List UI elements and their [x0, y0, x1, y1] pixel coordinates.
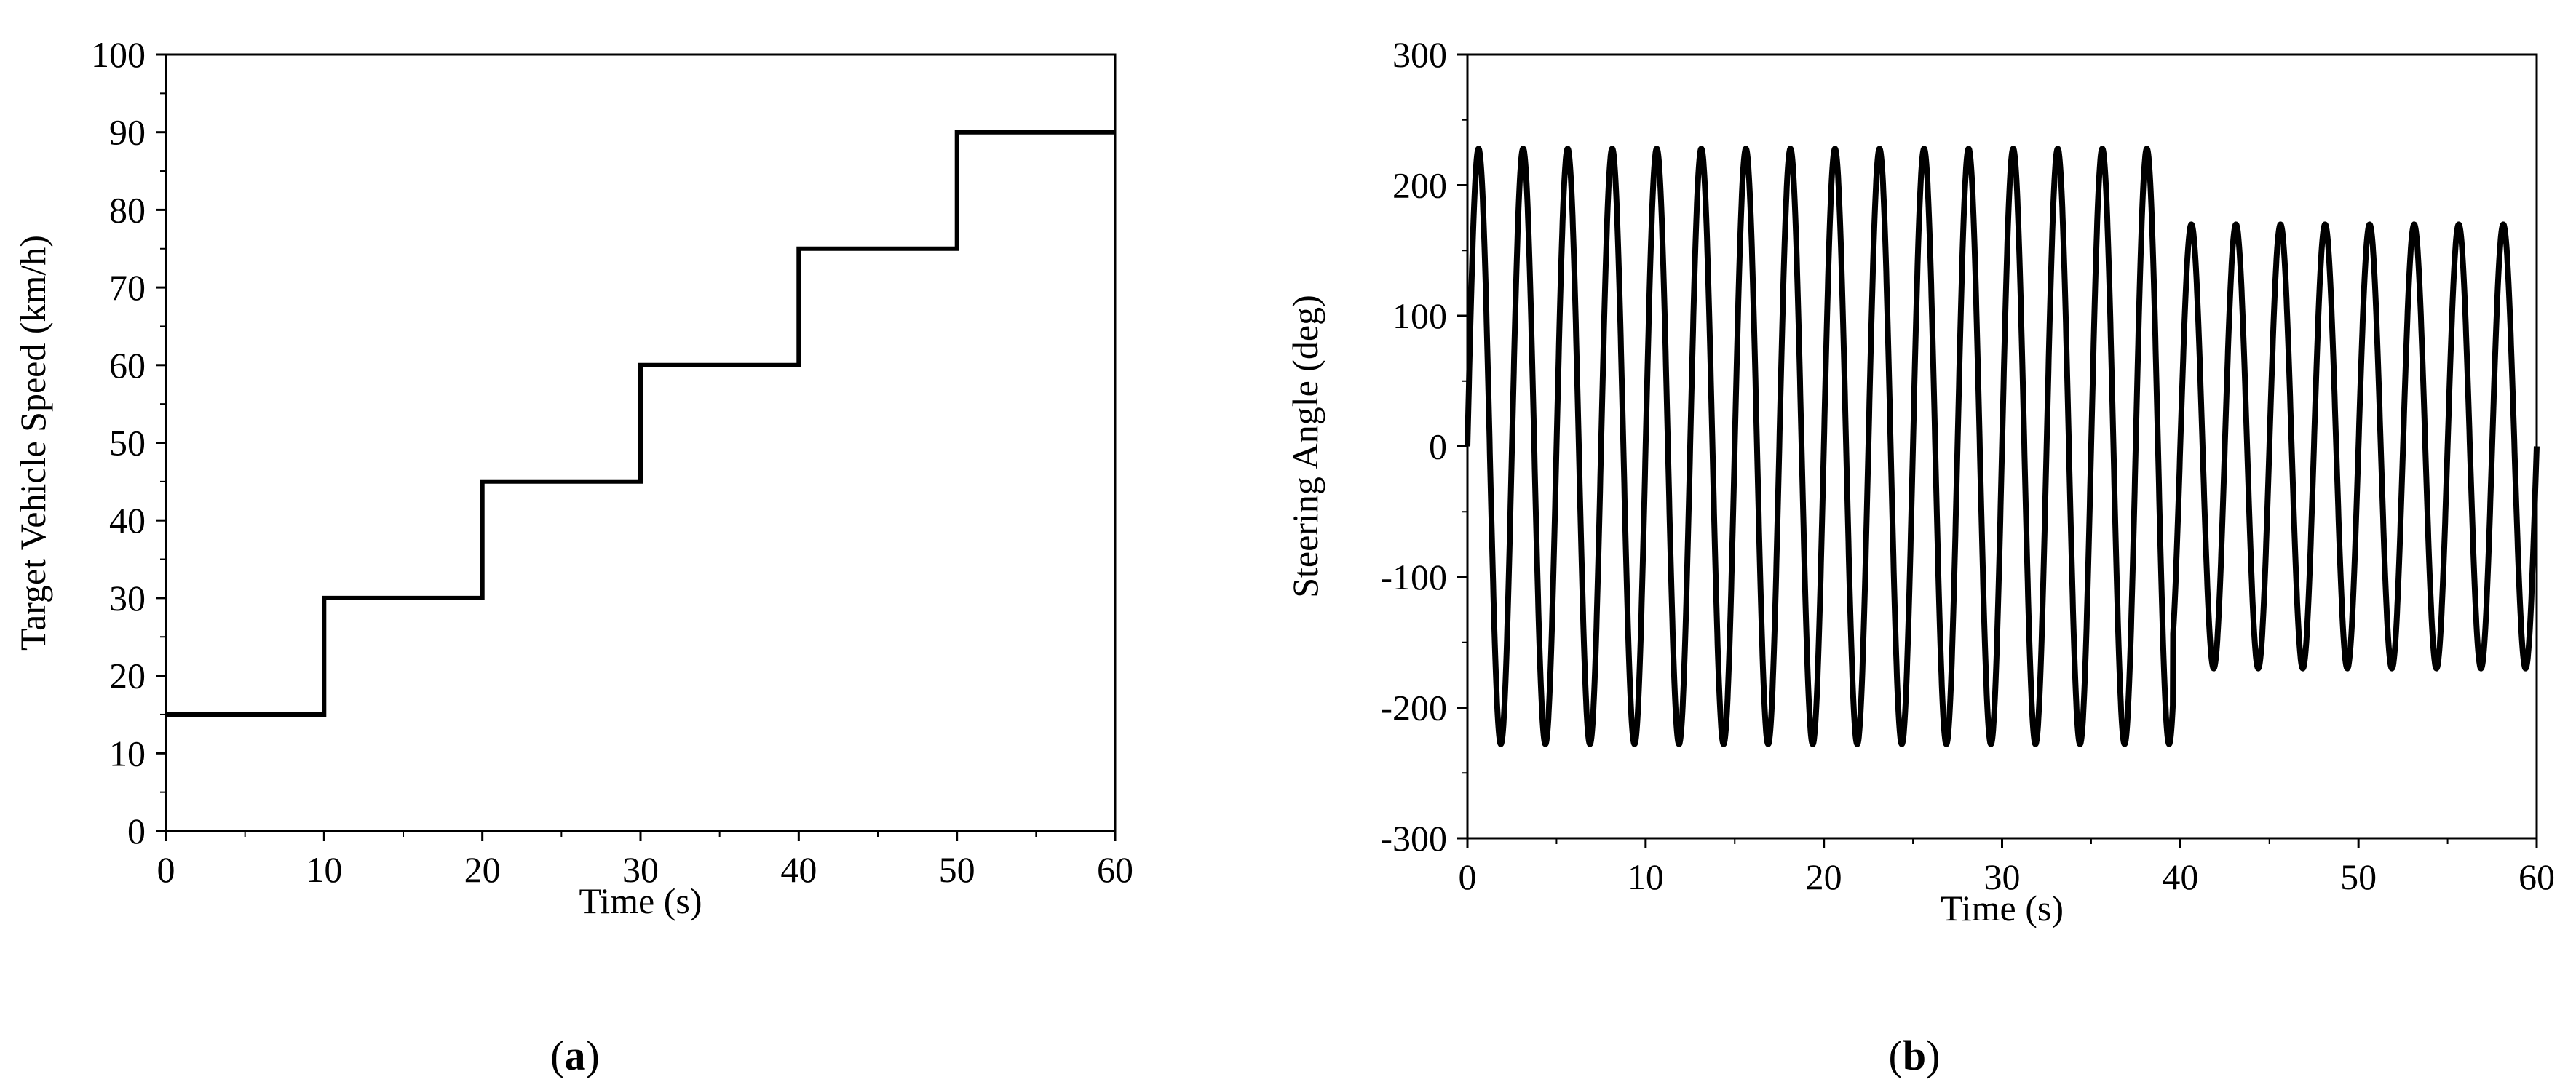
b-y-tick-label-300: 300: [1392, 34, 1447, 75]
b-y-tick-label-0: 0: [1429, 426, 1447, 467]
chart-a-y-axis-label: Target Vehicle Speed (km/h): [12, 235, 53, 651]
b-y-tick-label--100: -100: [1380, 557, 1447, 597]
panel-a-close-paren: ): [586, 1032, 600, 1079]
b-x-tick-label-60: 60: [2518, 856, 2555, 897]
b-x-tick-label-20: 20: [1806, 856, 1842, 897]
b-x-tick-label-0: 0: [1459, 856, 1477, 897]
a-y-tick-label-80: 80: [109, 189, 146, 230]
a-x-tick-label-0: 0: [157, 849, 175, 890]
chart-b-y-axis-label: Steering Angle (deg): [1285, 295, 1325, 598]
chart-a-x-axis-label: Time (s): [579, 880, 702, 921]
a-y-tick-label-100: 100: [91, 34, 146, 75]
panel-b-letter: b: [1903, 1032, 1926, 1079]
chart-b-series: [1465, 146, 2540, 747]
a-y-tick-label-90: 90: [109, 112, 146, 153]
a-y-tick-label-40: 40: [109, 500, 146, 541]
b-y-tick-label-100: 100: [1392, 295, 1447, 336]
panel-b-open-paren: (: [1889, 1032, 1903, 1079]
a-y-tick-label-10: 10: [109, 733, 146, 773]
a-x-tick-label-40: 40: [780, 849, 817, 890]
chart-a-panel-label: (a): [550, 1032, 600, 1079]
chart-b-axes-frame: [1466, 53, 2538, 840]
chart-a-series-line: [166, 130, 1115, 717]
a-x-tick-label-30: 30: [622, 849, 659, 890]
b-x-tick-label-40: 40: [2162, 856, 2198, 897]
panel-a-letter: a: [565, 1032, 586, 1079]
a-x-tick-label-50: 50: [939, 849, 975, 890]
b-x-tick-label-50: 50: [2340, 856, 2377, 897]
chart-panel-b: 0 10 20 30 40 50 60 -300 -200 -100 0 100 200 300 Time…: [1285, 34, 2555, 1079]
a-y-tick-label-60: 60: [109, 345, 146, 386]
chart-a-series: [166, 130, 1115, 717]
panel-b-close-paren: ): [1926, 1032, 1940, 1079]
chart-a-axes-frame: [165, 53, 1117, 832]
chart-b-x-axis-label: Time (s): [1941, 888, 2064, 928]
a-y-tick-label-20: 20: [109, 656, 146, 696]
chart-b-panel-label: (b): [1889, 1032, 1941, 1079]
a-y-tick-label-30: 30: [109, 578, 146, 618]
chart-b-series-line: [1465, 146, 2540, 747]
a-y-tick-label-0: 0: [127, 811, 146, 851]
chart-a-ticks: 0 10 20 30 40 50 60 0 10 20 30 40 50 60 70 80 90 100: [91, 34, 1133, 890]
panel-a-open-paren: (: [550, 1032, 564, 1079]
b-y-tick-label--300: -300: [1380, 818, 1447, 859]
a-x-tick-label-10: 10: [306, 849, 342, 890]
b-x-tick-label-10: 10: [1628, 856, 1664, 897]
b-y-tick-label-200: 200: [1392, 165, 1447, 206]
b-y-tick-label--200: -200: [1380, 688, 1447, 728]
chart-panel-a: 0 10 20 30 40 50 60 0 10 20 30 40 50 60 70 80 90 100 Time…: [12, 34, 1133, 1079]
chart-b-ticks: 0 10 20 30 40 50 60 -300 -200 -100 0 100 200 300: [1380, 34, 2555, 897]
b-x-tick-label-30: 30: [1984, 856, 2021, 897]
a-y-tick-label-70: 70: [109, 267, 146, 308]
a-y-tick-label-50: 50: [109, 423, 146, 464]
a-x-tick-label-20: 20: [464, 849, 501, 890]
a-x-tick-label-60: 60: [1097, 849, 1133, 890]
